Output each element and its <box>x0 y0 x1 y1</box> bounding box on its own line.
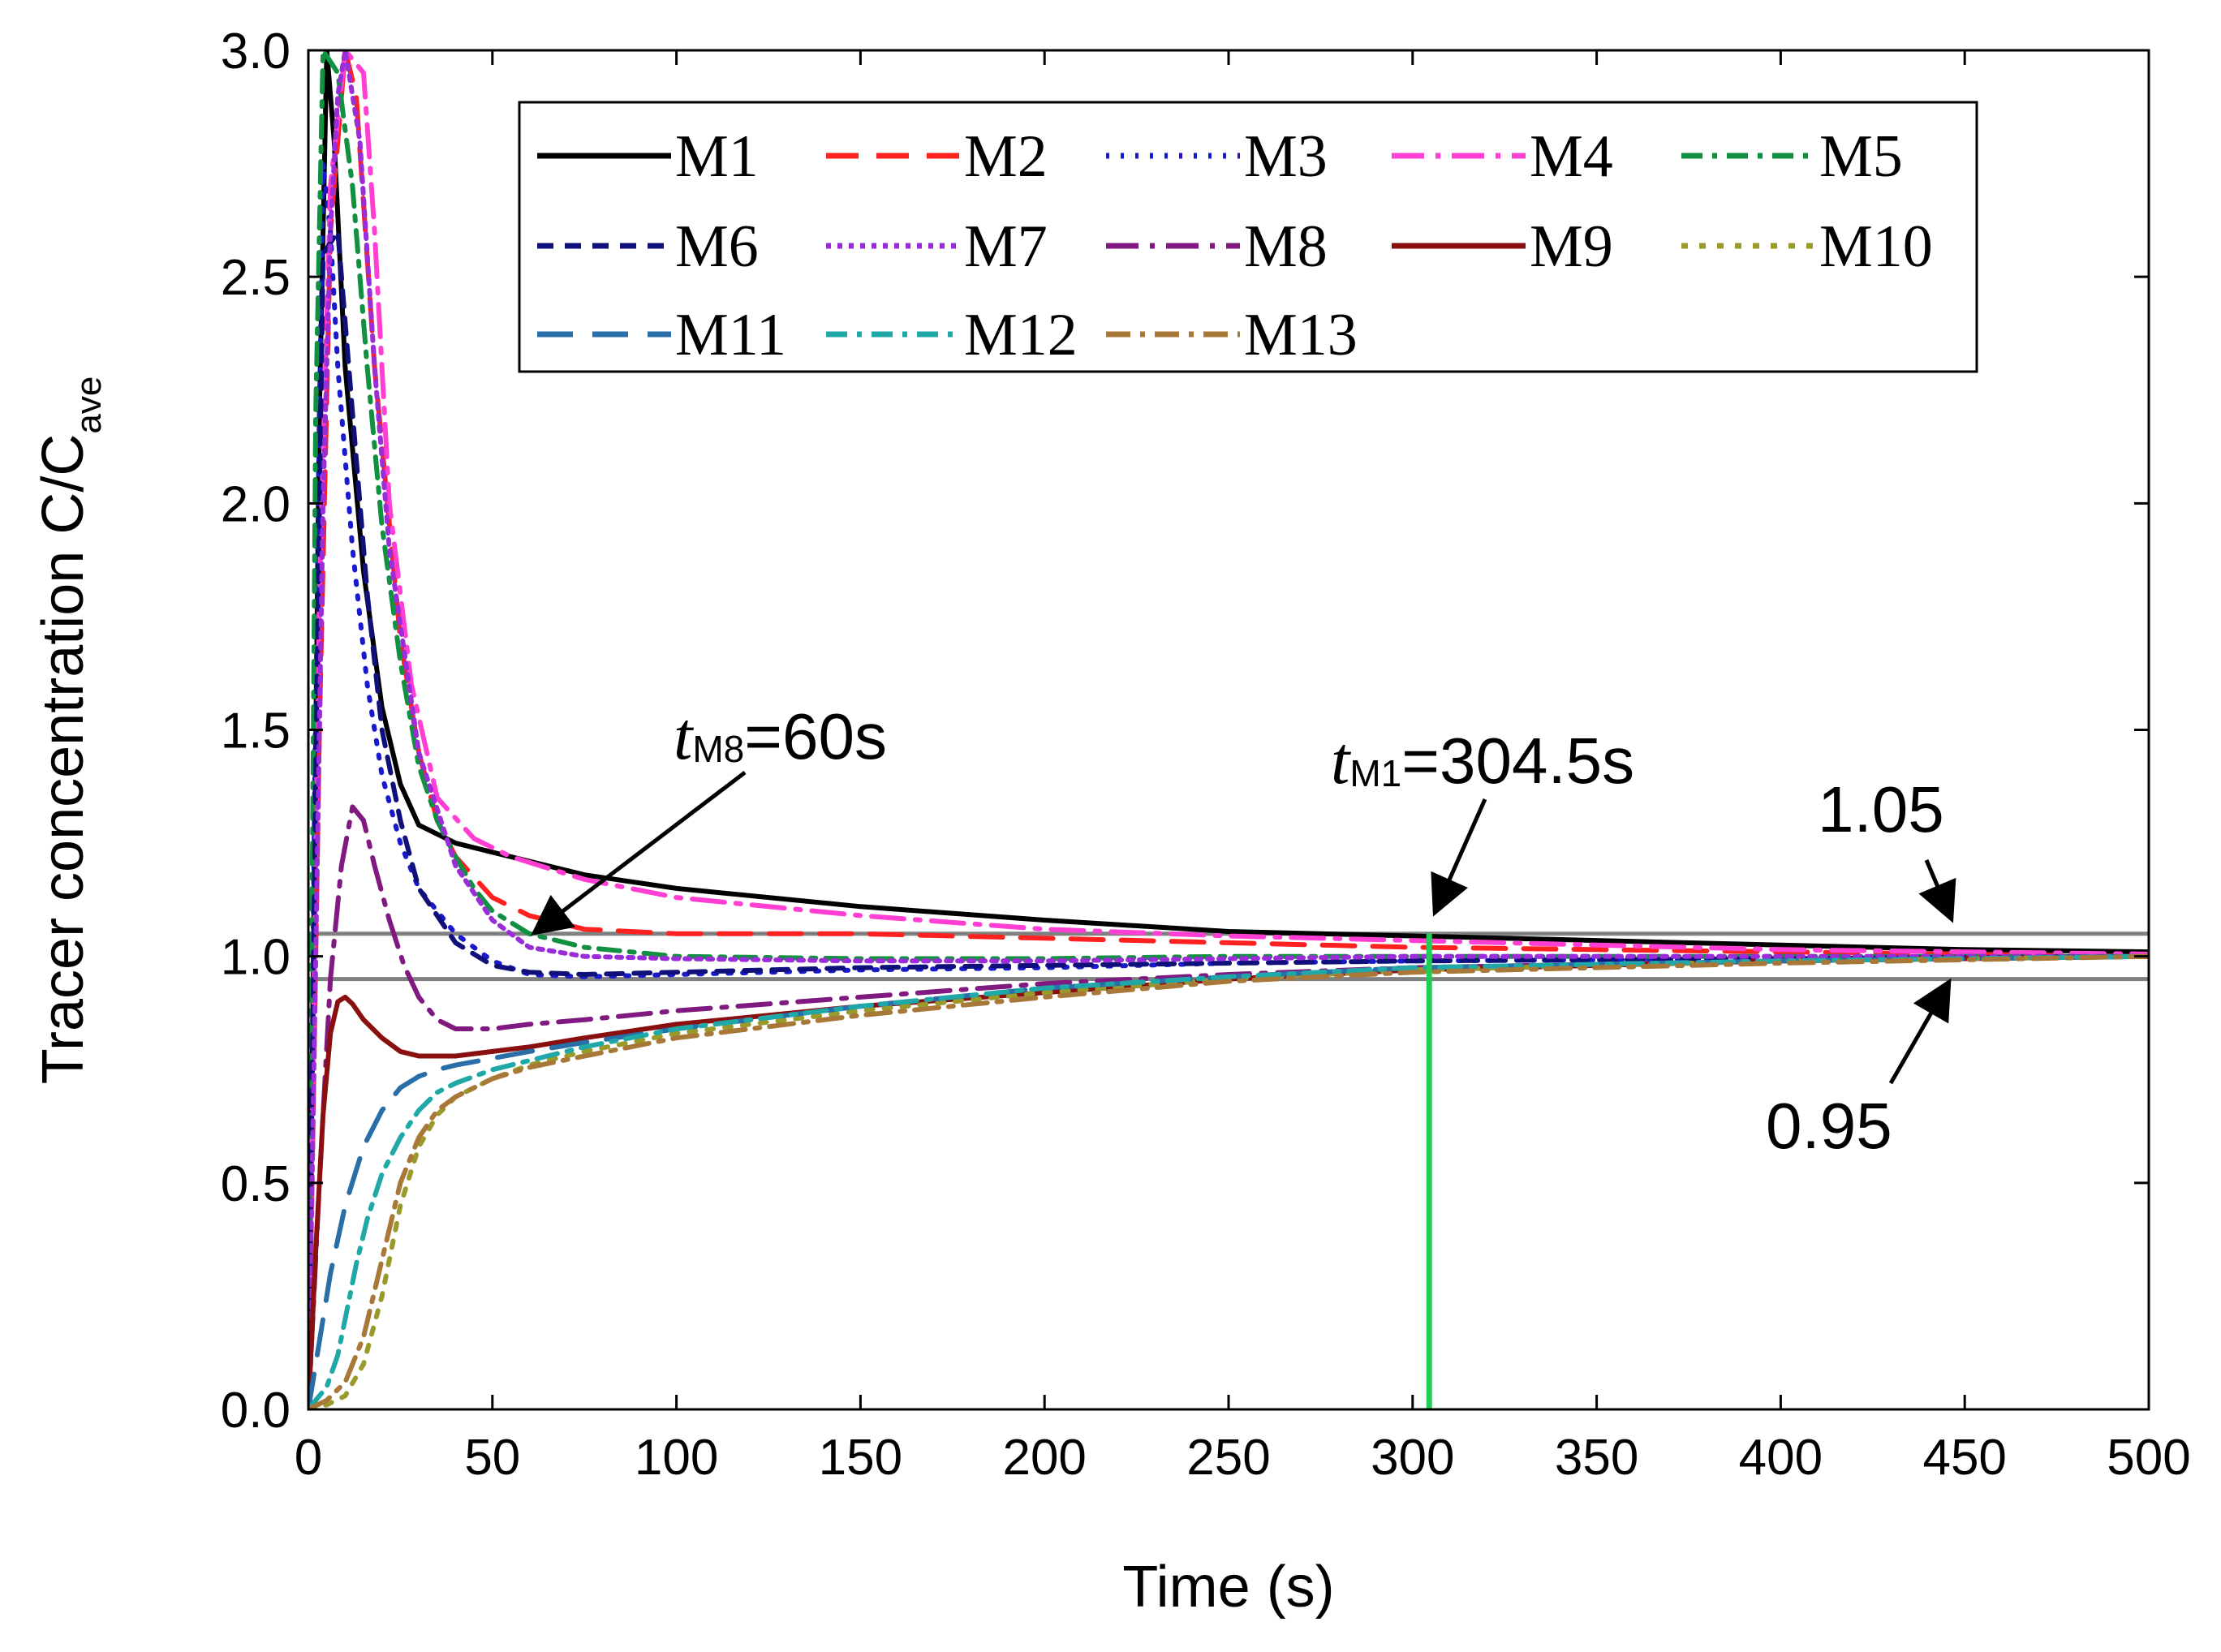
x-tick-label: 500 <box>2107 1430 2190 1486</box>
annotation-tm1-text: =304.5s <box>1401 725 1634 797</box>
series-line-m7 <box>308 50 2149 1409</box>
x-tick-label: 100 <box>635 1430 718 1486</box>
series-line-m2 <box>308 50 2149 1409</box>
y-tick-label: 2.5 <box>221 250 291 306</box>
x-tick-label: 350 <box>1555 1430 1638 1486</box>
ref-label-105: 1.05 <box>1818 773 1944 845</box>
series-line-m10 <box>308 953 2149 1409</box>
legend-label-m3: M3 <box>1244 123 1328 190</box>
y-tick-label: 1.5 <box>221 703 291 759</box>
series-lines <box>308 50 2149 1409</box>
y-tick-label: 1.0 <box>221 930 291 986</box>
series-line-m12 <box>308 953 2149 1409</box>
ref-arrow-105 <box>1918 859 1956 923</box>
legend-label-m11: M11 <box>675 302 786 368</box>
annotation-tm1: tM1=304.5s <box>1331 723 1634 798</box>
legend-label-m2: M2 <box>964 123 1048 190</box>
legend-label-m10: M10 <box>1819 213 1933 280</box>
legend-frame <box>518 101 1978 373</box>
series-line-m13 <box>308 953 2149 1409</box>
ref-arrow-095 <box>1888 978 1952 1085</box>
y-tick-label: 0.5 <box>221 1156 291 1212</box>
y-axis-ticks: 0.0 0.5 1.0 1.5 2.0 2.5 3.0 <box>221 24 2149 1439</box>
annotation-tm8-sub: M8 <box>692 728 744 770</box>
legend-label-m4: M4 <box>1530 123 1613 190</box>
x-tick-label: 450 <box>1922 1430 2006 1486</box>
annotation-tm1-arrow <box>1431 798 1487 917</box>
x-tick-label: 250 <box>1186 1430 1270 1486</box>
annotation-tm8-text: =60s <box>744 700 887 772</box>
legend: M1 M2 M3 M4 M5 M6 M7 M8 M9 M10 M11 M12 M13 <box>518 101 1978 373</box>
series-line-m6 <box>308 229 2149 1409</box>
series-line-m1 <box>308 50 2149 1409</box>
x-axis-ticks: 0 50 100 150 200 250 300 350 400 450 500 <box>295 50 2191 1486</box>
ref-label-095: 0.95 <box>1766 1090 1892 1162</box>
legend-label-m5: M5 <box>1819 123 1903 190</box>
series-line-m4 <box>308 50 2149 1409</box>
series-line-m9 <box>308 953 2149 1409</box>
x-tick-label: 200 <box>1002 1430 1086 1486</box>
y-tick-label: 3.0 <box>221 24 291 80</box>
x-axis-title: Time (s) <box>1122 1555 1334 1620</box>
annotation-tm1-t: t <box>1331 723 1352 798</box>
annotations: tM8=60s tM1=304.5s 1.05 0.95 <box>531 699 1956 1162</box>
series-line-m8 <box>308 804 2149 1409</box>
annotation-tm8: tM8=60s <box>674 699 887 774</box>
y-tick-label: 0.0 <box>221 1383 291 1439</box>
series-line-m11 <box>308 953 2149 1409</box>
legend-label-m9: M9 <box>1530 213 1613 280</box>
legend-label-m7: M7 <box>964 213 1048 280</box>
legend-label-m1: M1 <box>675 123 759 190</box>
annotation-tm8-arrow <box>531 771 747 936</box>
y-axis-title: Tracer concentration C/Cave <box>31 376 109 1085</box>
x-tick-label: 400 <box>1739 1430 1823 1486</box>
y-tick-label: 2.0 <box>221 476 291 532</box>
x-tick-label: 300 <box>1371 1430 1454 1486</box>
annotation-tm1-sub: M1 <box>1349 752 1401 794</box>
y-axis-title-sub: ave <box>69 376 109 434</box>
y-axis-title-main: Tracer concentration C/C <box>31 434 96 1085</box>
legend-label-m12: M12 <box>964 302 1078 368</box>
legend-label-m6: M6 <box>675 213 759 280</box>
legend-label-m13: M13 <box>1244 302 1358 368</box>
legend-label-m8: M8 <box>1244 213 1328 280</box>
x-tick-label: 150 <box>819 1430 902 1486</box>
x-tick-label: 0 <box>295 1430 322 1486</box>
series-line-m5 <box>308 50 2149 1409</box>
x-tick-label: 50 <box>464 1430 520 1486</box>
annotation-tm8-t: t <box>674 699 695 774</box>
